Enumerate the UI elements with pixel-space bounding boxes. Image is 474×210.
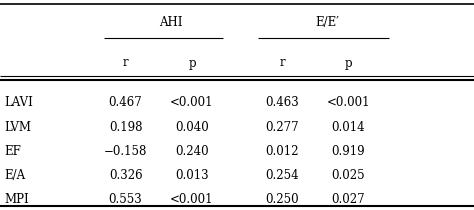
Text: AHI: AHI [159, 16, 182, 29]
Text: r: r [123, 56, 128, 70]
Text: 0.919: 0.919 [332, 145, 365, 158]
Text: 0.027: 0.027 [332, 193, 365, 206]
Text: E/A: E/A [5, 169, 26, 182]
Text: EF: EF [5, 145, 22, 158]
Text: <0.001: <0.001 [327, 96, 370, 109]
Text: 0.198: 0.198 [109, 121, 142, 134]
Text: <0.001: <0.001 [170, 193, 214, 206]
Text: LVM: LVM [5, 121, 32, 134]
Text: 0.467: 0.467 [109, 96, 143, 109]
Text: E/E′: E/E′ [315, 16, 339, 29]
Text: p: p [345, 56, 352, 70]
Text: 0.040: 0.040 [175, 121, 209, 134]
Text: 0.240: 0.240 [175, 145, 209, 158]
Text: r: r [279, 56, 285, 70]
Text: 0.014: 0.014 [332, 121, 365, 134]
Text: −0.158: −0.158 [104, 145, 147, 158]
Text: 0.463: 0.463 [265, 96, 299, 109]
Text: 0.012: 0.012 [265, 145, 299, 158]
Text: 0.025: 0.025 [332, 169, 365, 182]
Text: LAVI: LAVI [5, 96, 34, 109]
Text: <0.001: <0.001 [170, 96, 214, 109]
Text: 0.250: 0.250 [265, 193, 299, 206]
Text: MPI: MPI [5, 193, 29, 206]
Text: 0.326: 0.326 [109, 169, 142, 182]
Text: 0.277: 0.277 [265, 121, 299, 134]
Text: 0.013: 0.013 [175, 169, 209, 182]
Text: 0.553: 0.553 [109, 193, 143, 206]
Text: p: p [188, 56, 196, 70]
Text: 0.254: 0.254 [265, 169, 299, 182]
